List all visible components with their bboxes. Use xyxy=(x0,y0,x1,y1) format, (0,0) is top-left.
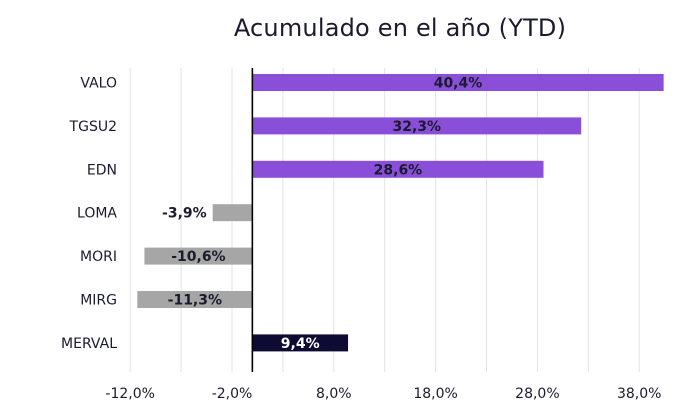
bar-tgsu2 xyxy=(252,117,582,135)
category-label: VALO xyxy=(80,76,117,92)
x-tick-label: -2,0% xyxy=(212,386,253,402)
category-labels: VALO TGSU2 EDN LOMA MORI MIRG MERVAL xyxy=(61,76,117,352)
x-tick-label: 18,0% xyxy=(413,386,457,402)
category-label: MORI xyxy=(80,249,117,265)
category-label: LOMA xyxy=(77,206,117,222)
bar-valo xyxy=(252,74,664,91)
bar-merval xyxy=(252,334,349,352)
bar-loma xyxy=(212,204,253,222)
data-label: 9,4% xyxy=(281,336,320,352)
data-label: 28,6% xyxy=(374,162,423,178)
category-label: EDN xyxy=(87,162,117,178)
category-label: MIRG xyxy=(80,293,117,309)
chart-title: Acumulado en el año (YTD) xyxy=(233,14,567,42)
bar-mirg xyxy=(137,291,253,308)
x-tick-label: 38,0% xyxy=(617,386,661,402)
value-labels: 40,4% 32,3% 28,6% -3,9% -10,6% -11,3% 9,4% xyxy=(162,76,482,352)
x-tick-label: -12,0% xyxy=(105,386,155,402)
category-label: MERVAL xyxy=(61,336,117,352)
data-label: -11,3% xyxy=(168,293,222,309)
data-label: -3,9% xyxy=(162,206,207,222)
bar-edn xyxy=(252,160,544,178)
x-tick-label: 8,0% xyxy=(316,386,352,402)
bar-mori xyxy=(144,247,253,265)
data-label: 40,4% xyxy=(434,76,483,92)
data-label: 32,3% xyxy=(392,119,441,135)
data-label: -10,6% xyxy=(171,249,225,265)
x-tick-labels: -12,0% -2,0% 8,0% 18,0% 28,0% 38,0% xyxy=(105,386,661,402)
bars xyxy=(137,74,664,352)
x-tick-label: 28,0% xyxy=(515,386,559,402)
category-label: TGSU2 xyxy=(69,119,117,135)
